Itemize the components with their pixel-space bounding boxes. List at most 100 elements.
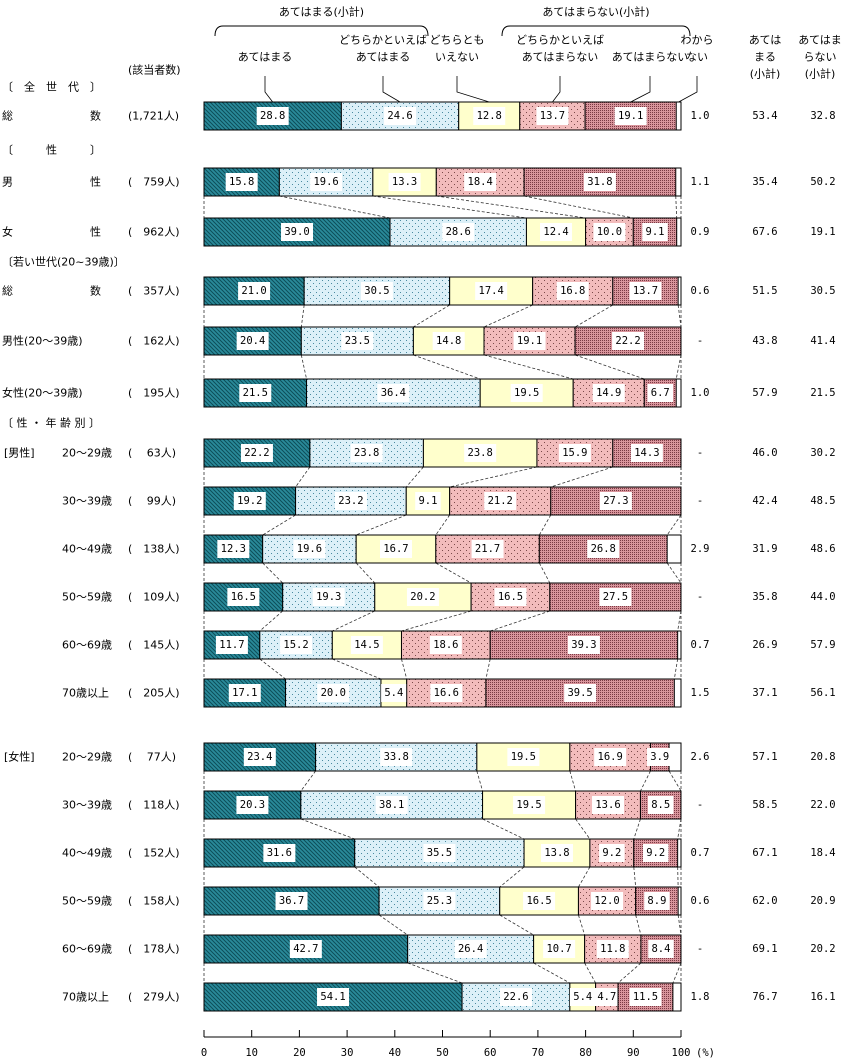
x-tick-label: 30 xyxy=(341,1047,354,1059)
data-label-box xyxy=(630,444,663,462)
connector-line xyxy=(666,562,682,584)
data-label: 36.4 xyxy=(381,387,406,399)
connector-line xyxy=(413,354,481,380)
data-label-box xyxy=(310,173,343,191)
data-label-box xyxy=(596,940,629,958)
data-label-box xyxy=(612,332,645,350)
legend-leader-line xyxy=(456,76,490,103)
connector-line xyxy=(569,770,576,792)
connector-line xyxy=(499,914,534,936)
bar-segment xyxy=(303,276,451,306)
row-count: ( 145人) xyxy=(128,639,180,652)
row-count: ( 158人) xyxy=(128,895,180,908)
row-count: ( 195人) xyxy=(128,387,180,400)
subtotal-disagree: 32.8 xyxy=(810,110,835,122)
data-label: 19.1 xyxy=(618,110,643,122)
data-label: 21.7 xyxy=(475,543,500,555)
data-label: 38.1 xyxy=(379,799,404,811)
data-label-box xyxy=(423,844,456,862)
unknown-value: 1.8 xyxy=(691,991,710,1003)
connector-line xyxy=(485,658,491,680)
data-label: 31.6 xyxy=(267,847,292,859)
data-label-box xyxy=(238,282,271,300)
data-label: 13.7 xyxy=(633,285,658,297)
data-label-box xyxy=(499,988,532,1006)
data-label: 12.4 xyxy=(543,226,568,238)
subtotal-agree: 26.9 xyxy=(752,639,777,651)
row-label: 30～39歳 xyxy=(62,799,112,812)
data-label: 27.3 xyxy=(603,495,628,507)
connector-line xyxy=(578,866,591,888)
data-label-box xyxy=(513,332,546,350)
connector-line xyxy=(666,514,682,536)
data-label: 20.2 xyxy=(410,591,435,603)
data-label: 13.3 xyxy=(392,176,417,188)
group-bracket xyxy=(501,25,691,37)
data-label: 17.4 xyxy=(479,285,504,297)
row-label: 男 性 xyxy=(2,175,101,189)
unknown-value: 0.7 xyxy=(691,639,710,651)
connector-line xyxy=(407,962,463,984)
connector-line xyxy=(378,914,408,936)
subtotal-disagree: 19.1 xyxy=(810,226,835,238)
x-tick-label: 70 xyxy=(532,1047,545,1059)
data-label-box xyxy=(510,384,543,402)
data-label: 14.5 xyxy=(354,639,379,651)
legend-leader-line xyxy=(264,76,274,103)
connector-line xyxy=(401,658,408,680)
row-label: 男性(20～39歳) xyxy=(2,334,83,348)
data-label: 8.4 xyxy=(651,943,670,955)
data-label-box xyxy=(380,748,413,766)
bar-segment xyxy=(389,217,527,247)
data-label-box xyxy=(228,684,261,702)
data-label: 33.8 xyxy=(384,751,409,763)
connector-line xyxy=(300,818,355,840)
data-label: 15.8 xyxy=(229,176,254,188)
legend-label: あてはまる xyxy=(238,51,293,64)
connector-line xyxy=(633,866,637,888)
data-label: 28.6 xyxy=(446,226,471,238)
data-label: 14.8 xyxy=(436,335,461,347)
connector-line xyxy=(578,914,586,936)
row-count: ( 205人) xyxy=(128,687,180,700)
subtotal-disagree: 50.2 xyxy=(810,176,835,188)
subtotal-disagree: 20.2 xyxy=(810,943,835,955)
data-label-box xyxy=(317,684,350,702)
data-label-box xyxy=(233,492,266,510)
subtotal-agree: 53.4 xyxy=(752,110,777,122)
data-label: 4.7 xyxy=(597,991,616,1003)
data-label-box xyxy=(275,892,308,910)
data-label-box xyxy=(384,107,417,125)
unknown-value: 0.6 xyxy=(691,895,710,907)
data-label: 13.8 xyxy=(544,847,569,859)
legend-label: あてはまらない xyxy=(612,51,689,64)
data-label-box xyxy=(334,492,367,510)
row-count: ( 138人) xyxy=(128,543,180,556)
data-label: 18.6 xyxy=(433,639,458,651)
data-label: 19.5 xyxy=(514,387,539,399)
x-tick-label: 100 xyxy=(672,1047,691,1059)
group-header-label: あてはまる(小計) xyxy=(279,5,364,19)
data-label: 16.5 xyxy=(526,895,551,907)
data-label-box xyxy=(543,940,576,958)
connector-line xyxy=(259,610,283,632)
unknown-value: - xyxy=(697,943,703,955)
data-label: 27.5 xyxy=(603,591,628,603)
unknown-value: - xyxy=(697,495,703,507)
row-label: 40～49歳 xyxy=(62,543,112,556)
data-label: 23.5 xyxy=(345,335,370,347)
data-label-box xyxy=(540,223,573,241)
row-count: ( 152人) xyxy=(128,847,180,860)
legend-leader-line xyxy=(678,76,698,103)
section-label: 〔若い世代(20~39歳)〕 xyxy=(2,256,125,269)
data-label: 13.6 xyxy=(595,799,620,811)
unknown-value: 0.9 xyxy=(691,226,710,238)
subtotal-header: まる xyxy=(754,51,776,64)
connector-line xyxy=(640,770,651,792)
data-label: 20.4 xyxy=(240,335,265,347)
legend-label: どちらかといえば xyxy=(339,34,427,47)
row-label: 70歳以上 xyxy=(62,991,109,1004)
row-label: 20～29歳 xyxy=(62,447,112,460)
connector-line xyxy=(405,466,424,488)
data-label: 19.5 xyxy=(511,751,536,763)
